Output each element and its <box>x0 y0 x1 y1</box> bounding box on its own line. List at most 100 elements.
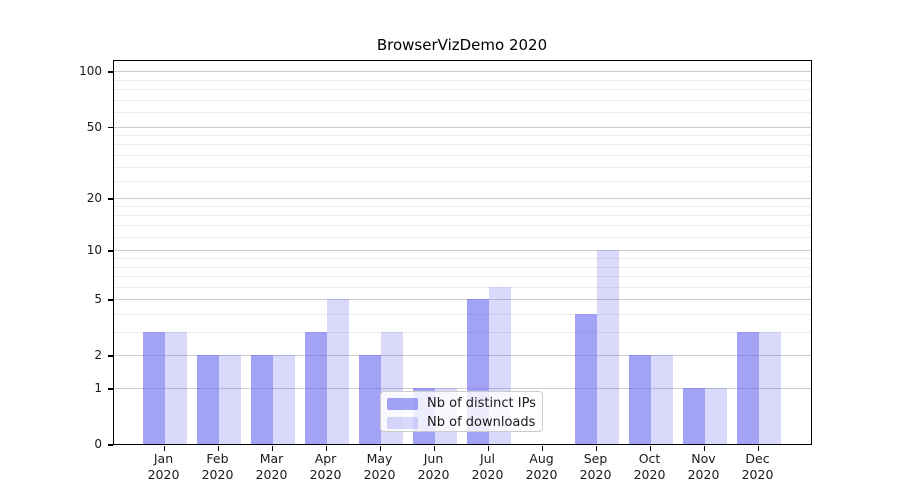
x-tick-label-line: Nov <box>691 451 716 466</box>
x-tick-mark <box>595 446 597 451</box>
major-gridline <box>114 355 811 357</box>
x-tick-label: May 2020 <box>352 451 408 483</box>
minor-gridline <box>114 266 811 268</box>
bar-nb-of-distinct-ips-jan-2020 <box>142 332 165 444</box>
bar-nb-of-distinct-ips-dec-2020 <box>736 332 759 444</box>
bar-nb-of-downloads-jan-2020 <box>164 332 187 444</box>
x-tick-mark <box>433 446 435 451</box>
plot-area <box>113 60 812 445</box>
x-tick-mark <box>487 446 489 451</box>
minor-gridline <box>114 332 811 334</box>
x-tick-mark <box>703 446 705 451</box>
minor-gridline <box>114 154 811 156</box>
y-tick-mark <box>108 299 113 301</box>
legend: Nb of distinct IPs Nb of downloads <box>380 391 543 432</box>
x-tick-label-line: 2020 <box>309 467 342 482</box>
x-tick-mark <box>217 446 219 451</box>
legend-entry-distinct-ips: Nb of distinct IPs <box>387 394 542 413</box>
y-tick-mark <box>108 71 113 73</box>
minor-gridline <box>114 206 811 208</box>
x-tick-label: Jun 2020 <box>406 451 462 483</box>
bar-nb-of-downloads-mar-2020 <box>272 355 295 444</box>
y-tick-label: 50 <box>86 119 102 134</box>
minor-gridline <box>114 236 811 238</box>
x-tick-label-line: Feb <box>206 451 229 466</box>
x-tick-mark <box>757 446 759 451</box>
x-tick-label-line: 2020 <box>687 467 720 482</box>
x-tick-mark <box>325 446 327 451</box>
x-tick-label-line: Mar <box>259 451 284 466</box>
x-tick-label-line: 2020 <box>633 467 666 482</box>
minor-gridline <box>114 181 811 182</box>
x-tick-label: Apr 2020 <box>298 451 354 483</box>
minor-gridline <box>114 166 811 168</box>
minor-gridline <box>114 225 811 227</box>
x-tick-label-line: Oct <box>638 451 661 466</box>
y-tick-mark <box>108 388 113 390</box>
legend-label-distinct-ips: Nb of distinct IPs <box>427 396 536 411</box>
major-gridline <box>114 198 811 200</box>
y-tick-mark <box>108 198 113 200</box>
bar-nb-of-downloads-apr-2020 <box>326 299 349 444</box>
y-tick-mark <box>108 126 113 129</box>
x-tick-label: Feb 2020 <box>190 451 246 483</box>
x-tick-label-line: Dec <box>745 451 770 466</box>
x-tick-label-line: 2020 <box>525 467 558 482</box>
x-tick-mark <box>271 446 273 451</box>
y-tick-label: 0 <box>94 437 102 451</box>
x-tick-label: Nov 2020 <box>676 451 732 483</box>
x-tick-label-line: 2020 <box>201 467 234 482</box>
x-tick-label-line: Apr <box>314 451 337 466</box>
bar-nb-of-distinct-ips-oct-2020 <box>628 355 651 444</box>
x-tick-label-line: May <box>366 451 393 466</box>
x-tick-label-line: Jun <box>423 451 444 466</box>
x-tick-mark <box>541 446 543 451</box>
minor-gridline <box>114 89 811 91</box>
x-tick-label-line: Jul <box>479 451 496 466</box>
bar-nb-of-downloads-sep-2020 <box>596 250 619 444</box>
minor-gridline <box>114 215 811 217</box>
x-tick-label-line: 2020 <box>471 467 504 482</box>
bar-nb-of-distinct-ips-nov-2020 <box>682 388 705 444</box>
bar-nb-of-distinct-ips-may-2020 <box>358 355 381 444</box>
legend-swatch-downloads <box>387 416 418 429</box>
minor-gridline <box>114 134 811 136</box>
legend-swatch-distinct-ips <box>387 397 418 410</box>
x-tick-label-line: 2020 <box>147 467 180 482</box>
bar-nb-of-distinct-ips-mar-2020 <box>250 355 273 444</box>
x-tick-label: Aug 2020 <box>514 451 570 483</box>
y-tick-mark <box>108 355 113 357</box>
major-gridline <box>114 299 811 301</box>
bar-nb-of-distinct-ips-feb-2020 <box>196 355 219 444</box>
legend-entry-downloads: Nb of downloads <box>387 413 542 432</box>
x-tick-label-line: 2020 <box>255 467 288 482</box>
x-tick-mark <box>379 446 381 451</box>
bar-nb-of-downloads-dec-2020 <box>758 332 781 444</box>
minor-gridline <box>114 314 811 316</box>
y-tick-mark <box>108 444 113 446</box>
x-tick-label-line: 2020 <box>741 467 774 482</box>
x-tick-label-line: 2020 <box>363 467 396 482</box>
y-tick-label: 10 <box>86 243 102 258</box>
x-tick-label: Jul 2020 <box>460 451 516 483</box>
minor-gridline <box>114 286 811 288</box>
x-tick-label: Sep 2020 <box>568 451 624 483</box>
bar-nb-of-downloads-feb-2020 <box>218 355 241 444</box>
bar-nb-of-distinct-ips-sep-2020 <box>574 314 597 444</box>
minor-gridline <box>114 99 811 101</box>
legend-label-downloads: Nb of downloads <box>427 415 536 430</box>
major-gridline <box>114 250 811 252</box>
y-tick-label: 5 <box>94 292 102 307</box>
x-tick-mark <box>649 446 651 451</box>
x-tick-label-line: Jan <box>153 451 174 466</box>
y-tick-label: 2 <box>94 348 102 363</box>
y-tick-label: 20 <box>86 191 102 206</box>
major-gridline <box>114 71 811 73</box>
minor-gridline <box>114 144 811 146</box>
bar-nb-of-downloads-oct-2020 <box>650 355 673 444</box>
chart-title: BrowserVizDemo 2020 <box>376 36 548 54</box>
bar-nb-of-distinct-ips-apr-2020 <box>304 332 327 444</box>
x-tick-label-line: Aug <box>529 451 554 466</box>
y-tick-label: 100 <box>79 64 102 79</box>
